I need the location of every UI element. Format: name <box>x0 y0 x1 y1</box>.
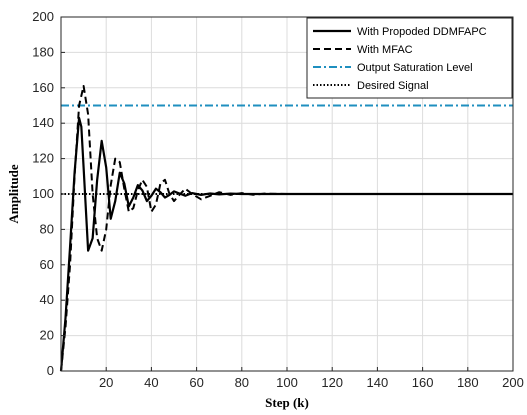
y-tick-label: 0 <box>47 363 54 378</box>
x-tick-label: 160 <box>412 375 434 390</box>
y-tick-label: 20 <box>40 328 54 343</box>
y-tick-label: 60 <box>40 257 54 272</box>
tick-group: 20 40 60 80 100 120 140 160 180 200 0 20 40 60 80 100 12… <box>32 9 524 390</box>
y-tick-label: 180 <box>32 44 54 59</box>
x-tick-label: 140 <box>367 375 389 390</box>
y-tick-label: 80 <box>40 221 54 236</box>
x-tick-label: 60 <box>189 375 203 390</box>
legend-label-output-saturation-level: Output Saturation Level <box>357 62 473 74</box>
y-tick-label: 40 <box>40 292 54 307</box>
x-tick-label: 20 <box>99 375 113 390</box>
legend-label-with-mfac: With MFAC <box>357 44 413 56</box>
legend: With Propoded DDMFAPC With MFAC Output Sat… <box>306 17 513 99</box>
legend-label-desired-signal: Desired Signal <box>357 80 429 92</box>
series-group <box>59 85 513 372</box>
series-line-with-propoded-ddmfapc <box>59 116 513 372</box>
x-tick-label: 40 <box>144 375 158 390</box>
x-tick-label: 80 <box>235 375 249 390</box>
y-tick-label: 160 <box>32 80 54 95</box>
y-tick-label: 200 <box>32 9 54 24</box>
y-tick-label: 120 <box>32 151 54 166</box>
x-tick-label: 180 <box>457 375 479 390</box>
x-axis-label: Step (k) <box>265 395 309 410</box>
legend-label-with-propoded-ddmfapc: With Propoded DDMFAPC <box>357 26 487 38</box>
x-tick-label: 200 <box>502 375 524 390</box>
x-tick-label: 120 <box>321 375 343 390</box>
y-axis-label: Amplitude <box>6 164 21 223</box>
series-line-with-mfac <box>60 85 513 372</box>
y-tick-label: 140 <box>32 115 54 130</box>
y-tick-label: 100 <box>32 186 54 201</box>
x-tick-label: 100 <box>276 375 298 390</box>
